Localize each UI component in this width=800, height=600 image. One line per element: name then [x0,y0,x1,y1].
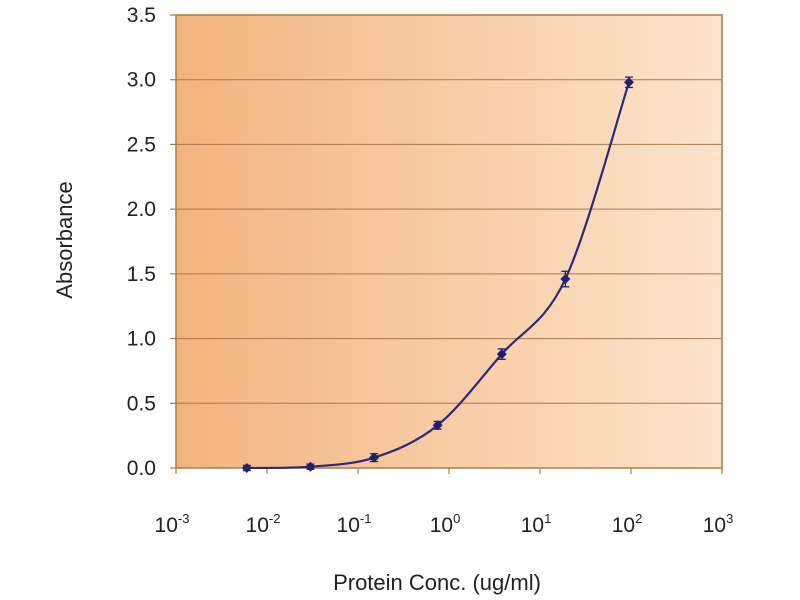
data-point [241,463,252,473]
x-tick-label: 103 [703,511,734,537]
y-tick-label: 2.5 [127,133,156,156]
x-tick-label: 102 [612,511,643,537]
x-tick-label: 100 [430,511,461,537]
x-tick-label-base: 10 [246,514,269,537]
data-series [241,76,634,473]
y-tick-label: 1.0 [127,328,156,351]
y-tick-label: 0.0 [127,457,156,480]
data-point [369,452,380,463]
x-tick-label: 10-2 [246,511,281,537]
x-tick-label-base: 10 [337,514,360,537]
data-point [623,77,634,88]
x-tick-label-base: 10 [155,514,178,537]
y-tick-label: 1.5 [127,263,156,286]
y-tick-label: 0.5 [127,392,156,415]
x-tick-label-exponent: -1 [360,511,372,526]
x-tick-label-base: 10 [703,514,726,537]
x-tick-label-exponent: -2 [269,511,281,526]
x-tick-label-exponent: 1 [544,511,551,526]
x-tick-label-base: 10 [612,514,635,537]
x-tick-label-exponent: -3 [178,511,190,526]
tick-labels: 0.00.51.01.52.02.53.03.510-3 10-2 10-1 100 1… [127,4,734,537]
y-tick-label: 3.0 [127,69,156,92]
y-tick-label: 3.5 [127,4,156,27]
data-point [560,274,571,285]
data-point [432,420,443,431]
x-tick-label-exponent: 3 [726,511,733,526]
data-point [305,461,316,472]
x-tick-label-base: 10 [521,514,544,537]
y-axis-title: Absorbance [52,181,77,298]
data-point [496,349,507,360]
x-tick-label-exponent: 2 [635,511,642,526]
x-tick-label: 10-1 [337,511,372,537]
series-line [246,81,631,470]
x-tick-label: 10-3 [155,511,190,537]
x-tick-label-base: 10 [430,514,453,537]
grid-lines [176,79,722,404]
x-tick-label-exponent: 0 [453,511,460,526]
x-tick-label: 101 [521,511,552,537]
plot-area [176,15,722,468]
x-axis-title: Protein Conc. (ug/ml) [333,570,541,595]
y-tick-label: 2.0 [127,198,156,221]
